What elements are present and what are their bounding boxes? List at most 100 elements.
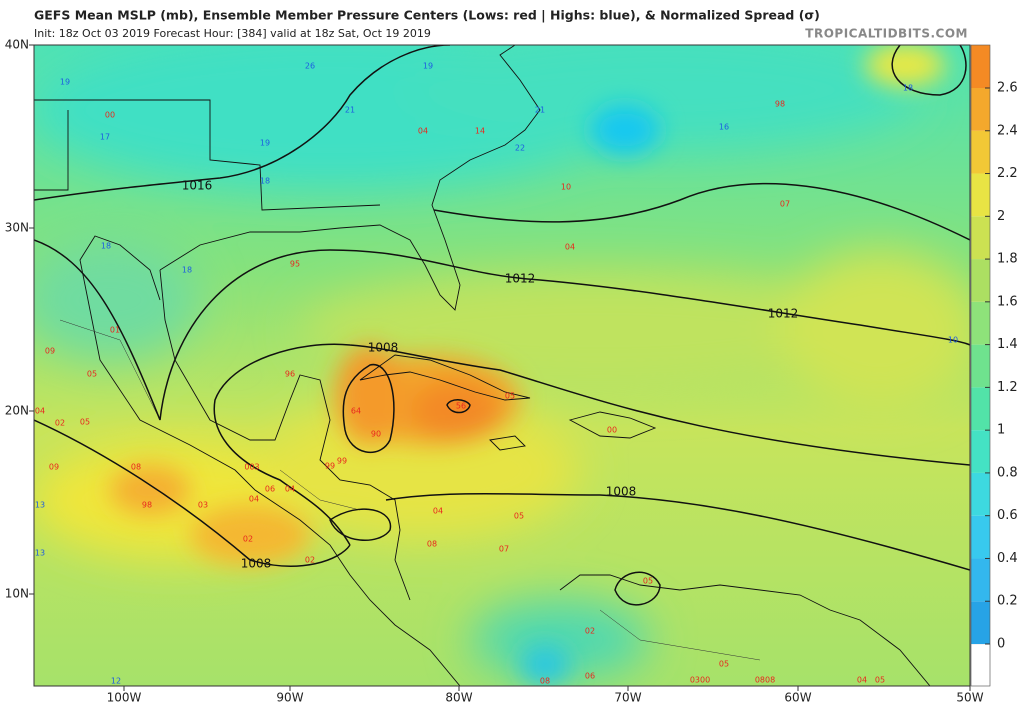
colorbar-bin xyxy=(971,387,990,431)
isobar-label: 1008 xyxy=(606,485,637,499)
colorbar-bin xyxy=(971,301,990,345)
colorbar-bin xyxy=(971,173,990,217)
colorbar: 0 0.2 0.4 0.6 0.8 1 1.2 1.4 1.6 1.8 2 2.2 2.4 2.6 xyxy=(970,44,1018,687)
low-center: 05 xyxy=(643,577,653,586)
low-center: 04 xyxy=(418,127,428,136)
low-center: 90 xyxy=(371,430,381,439)
low-center: 05 xyxy=(505,392,515,401)
low-center: 95 xyxy=(290,260,300,269)
high-center: 17 xyxy=(100,133,110,142)
colorbar-label: 0.8 xyxy=(997,465,1018,480)
low-center: 08 xyxy=(540,677,550,686)
low-center: 02 xyxy=(585,627,595,636)
low-center: 98 xyxy=(775,100,785,109)
colorbar-bin xyxy=(971,515,990,559)
colorbar-bin xyxy=(971,216,990,260)
lon-label: 80W xyxy=(445,691,472,705)
high-center: 18 xyxy=(101,242,111,251)
high-center: 13 xyxy=(35,549,45,558)
isobar-label: 1016 xyxy=(182,179,213,193)
low-center: 01 xyxy=(110,326,120,335)
colorbar-frame xyxy=(970,44,991,687)
colorbar-label: 1.8 xyxy=(997,252,1018,267)
colorbar-label: 0.2 xyxy=(997,594,1018,609)
high-center: 26 xyxy=(305,62,315,71)
lat-label: 30N xyxy=(5,221,29,235)
colorbar-bin xyxy=(971,430,990,473)
lat-label: 10N xyxy=(5,587,29,601)
low-center: 05 xyxy=(80,418,90,427)
low-center: 04 xyxy=(35,407,45,416)
colorbar-label: 2.4 xyxy=(997,123,1018,138)
subtitle: Init: 18z Oct 03 2019 Forecast Hour: [38… xyxy=(34,27,431,40)
low-center: 00 xyxy=(105,111,115,120)
low-center: 96 xyxy=(285,370,295,379)
colorbar-bin xyxy=(971,130,990,174)
low-center: 02 xyxy=(305,556,315,565)
low-center: 64 xyxy=(351,407,361,416)
low-center: 99 xyxy=(337,457,347,466)
isobar-label: 1008 xyxy=(368,341,399,355)
low-center: 08 xyxy=(427,540,437,549)
colorbar-label: 1.4 xyxy=(997,337,1018,352)
isobar-label: 1012 xyxy=(768,307,799,321)
colorbar-bin xyxy=(971,558,990,602)
colorbar-label: 1.2 xyxy=(997,380,1018,395)
map-frame xyxy=(33,44,971,687)
high-center: 22 xyxy=(515,144,525,153)
colorbar-label: 0.6 xyxy=(997,508,1018,523)
colorbar-label: 2 xyxy=(997,209,1005,224)
low-center: 07 xyxy=(499,545,509,554)
low-center: 98 xyxy=(142,501,152,510)
high-center: 19 xyxy=(60,78,70,87)
map-field xyxy=(34,45,970,686)
high-center: 12 xyxy=(111,677,121,686)
low-center: 05 xyxy=(875,676,885,685)
site-name: TROPICALTIDBITS.COM xyxy=(805,27,968,41)
low-center: 03 xyxy=(198,501,208,510)
low-center: 08 xyxy=(131,463,141,472)
colorbar-label: 0.4 xyxy=(997,551,1018,566)
colorbar-bin xyxy=(971,344,990,388)
lon-label: 90W xyxy=(276,691,303,705)
colorbar-under xyxy=(970,643,991,687)
low-center: 06 xyxy=(265,485,275,494)
low-center: 05 xyxy=(719,660,729,669)
low-center: 04 xyxy=(565,243,575,252)
low-center: 0300 xyxy=(690,676,710,685)
low-center: 00 xyxy=(607,426,617,435)
lat-label: 20N xyxy=(5,404,29,418)
colorbar-bin xyxy=(971,45,990,88)
colorbar-label: 0 xyxy=(997,637,1005,652)
lat-label: 40N xyxy=(5,38,29,52)
colorbar-bin xyxy=(971,601,990,644)
colorbar-label: 1 xyxy=(997,423,1005,438)
low-center: 10 xyxy=(561,183,571,192)
high-center: 21 xyxy=(535,106,545,115)
title: GEFS Mean MSLP (mb), Ensemble Member Pre… xyxy=(34,8,820,23)
low-center: 05 xyxy=(87,370,97,379)
low-center: 56 xyxy=(456,402,466,411)
low-center: 06 xyxy=(585,672,595,681)
high-center: 19 xyxy=(260,139,270,148)
high-center: 18 xyxy=(182,266,192,275)
low-center: 09 xyxy=(45,347,55,356)
low-center: 09 xyxy=(49,463,59,472)
low-center: 02 xyxy=(243,535,253,544)
low-center: 0808 xyxy=(755,676,775,685)
colorbar-bin xyxy=(971,88,990,131)
lon-label: 50W xyxy=(956,691,983,705)
low-center: 14 xyxy=(475,127,485,136)
low-center: 02 xyxy=(55,419,65,428)
lon-label: 70W xyxy=(614,691,641,705)
high-center: 21 xyxy=(345,106,355,115)
colorbar-bin xyxy=(971,259,990,302)
low-center: 04 xyxy=(433,507,443,516)
colorbar-label: 2.6 xyxy=(997,81,1018,96)
low-center: 003 xyxy=(244,463,259,472)
colorbar-label: 2.2 xyxy=(997,166,1018,181)
low-center: 99 xyxy=(325,462,335,471)
high-center: 10 xyxy=(948,336,958,345)
low-center: 05 xyxy=(514,512,524,521)
